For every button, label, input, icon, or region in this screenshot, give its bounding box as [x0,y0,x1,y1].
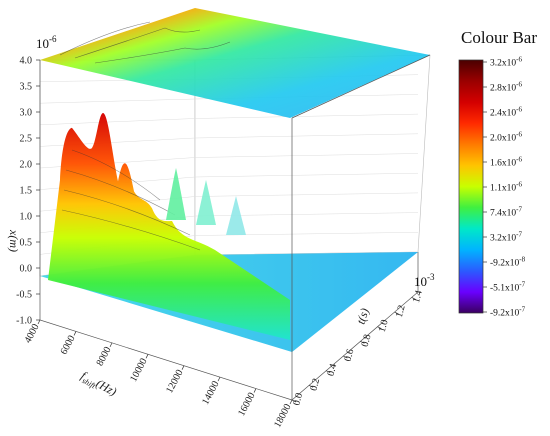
peak-surface [48,113,290,340]
x-tick-label: 18000 [272,402,293,429]
z-tick-label: -1.0 [16,316,32,327]
peak-contour-line [61,209,201,251]
x-tick-mark [289,399,293,405]
y-tick-mark [394,311,399,315]
grid-line [39,133,419,147]
colorbar [458,59,484,314]
x-tick-label: 8000 [95,345,114,368]
x-tick-mark [37,319,41,325]
ceiling-projection [40,8,430,118]
z-tick-label: 2.0 [20,160,33,171]
y-tick-mark [291,399,297,403]
y-tick-mark [308,385,314,388]
x-tick-mark [109,342,113,348]
z-tick-label: 0.5 [20,238,33,249]
y-tick-label: 0.8 [360,333,374,348]
z-tick-label: -0.5 [16,290,32,301]
y-tick-label: 1.0 [377,319,391,334]
y-tick-mark [343,355,348,359]
colorbar-tick-label: 3.2x10-6 [490,56,522,69]
x-tick-mark [73,331,77,336]
x-tick-mark [217,376,221,382]
grid-line [39,94,419,104]
z-axis-label: x(m) [7,229,21,252]
colorbar-tick-label: 2.4x10-6 [490,106,522,119]
y-axis-multiplier: 10-3 [414,272,435,289]
z-tick-label: 4.0 [20,56,33,67]
colorbar-tick-label: 1.6x10-6 [490,156,522,169]
z-axis-multiplier: 10-6 [36,34,57,51]
colorbar-tick-label: 7.4x10-7 [490,206,522,219]
small-spike [196,180,216,225]
colorbar-tick-label: -5.1x10-7 [490,281,526,294]
y-tick-mark [326,370,331,373]
x-tick-mark [181,365,185,370]
x-tick-mark [253,388,257,393]
y-tick-mark [411,297,416,300]
colorbar-tick-label: -9.2x10-7 [490,306,526,319]
x-axis-label: fshift(Hz) [78,368,119,400]
colorbar-ticks: 3.2x10-6 2.8x10-6 2.4x10-6 2.0x10-6 1.6x10-6… [483,56,526,319]
y-tick-label: 1.4 [411,289,425,304]
y-tick-mark [360,341,365,344]
colorbar-tick-label: 1.1x10-6 [490,181,522,194]
peak-contour-line [71,149,161,201]
grid-line [39,113,419,126]
y-tick-label: 0.4 [325,363,339,378]
z-tick-label: 3.0 [20,108,33,119]
x-tick-label: 6000 [59,334,78,357]
right-frame [291,252,419,401]
colorbar-title: Colour Bar [461,28,537,47]
colorbar-tick-label: 2.0x10-6 [490,131,522,144]
y-axis-ticks: 0.00.20.4 0.60.81.01.21.4 [291,289,425,407]
y-tick-label: 0.6 [343,348,357,363]
x-tick-label: 14000 [200,379,221,406]
z-tick-label: 2.5 [20,134,33,145]
z-tick-label: 1.5 [20,186,33,197]
x-tick-label: 12000 [164,368,185,395]
z-tick-label: 0.0 [20,264,33,275]
y-tick-label: 1.2 [394,304,408,319]
peak-contour-line [65,169,176,216]
y-tick-label: 0.2 [308,377,322,392]
colorbar-tick-label: 2.8x10-6 [490,81,522,94]
z-axis-ticks: -1.0 -0.5 0.0 0.5 1.0 1.5 2.0 2.5 3.0 3.5 4.0 [16,56,40,327]
y-tick-mark [377,326,382,330]
small-spikes [166,168,246,235]
peak-contour-line [63,189,191,236]
colorbar-tick-label: -9.2x10-8 [490,256,526,269]
peak-contours [61,149,201,251]
top-right-edge [291,54,431,119]
small-spike [226,196,246,235]
z-tick-label: 1.0 [20,212,33,223]
x-tick-mark [145,354,149,359]
z-tick-label: 3.5 [20,82,33,93]
small-spike [166,168,186,220]
y-axis-label: t(s) [354,306,372,326]
colorbar-tick-label: 3.2x10-7 [490,231,522,244]
y-tick-label: 0.0 [291,392,305,407]
ceiling-contours [59,21,231,64]
x-tick-label: 16000 [236,391,257,418]
x-tick-label: 10000 [128,357,149,384]
